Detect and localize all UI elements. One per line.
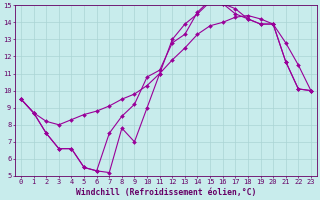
X-axis label: Windchill (Refroidissement éolien,°C): Windchill (Refroidissement éolien,°C) [76,188,256,197]
